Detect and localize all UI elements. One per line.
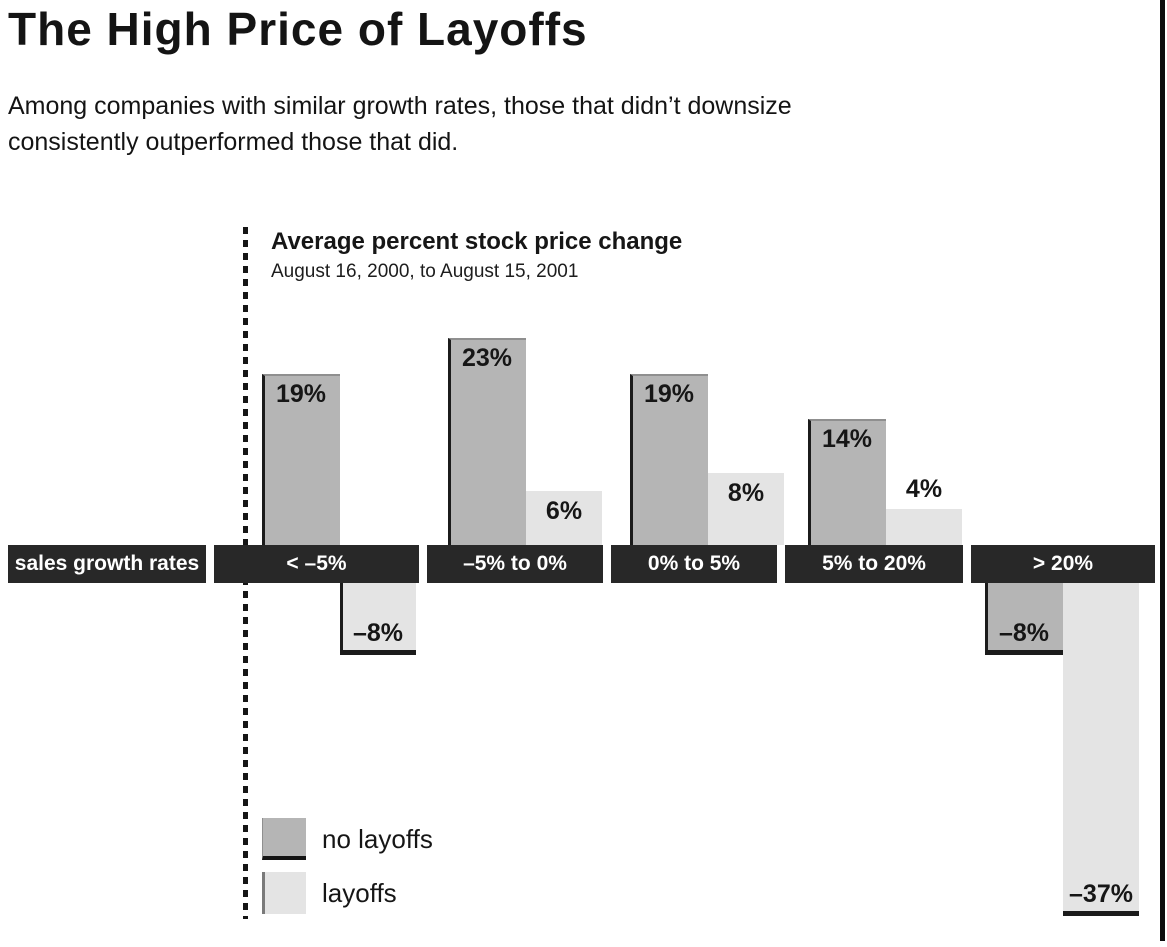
legend-swatch-no-layoffs xyxy=(262,818,306,860)
bar-value-label-no-layoffs-3: 14% xyxy=(821,425,873,453)
bar-value-label-layoffs-2: 8% xyxy=(727,479,765,507)
category-label--20-: > 20% xyxy=(971,545,1155,583)
bar-value-label-layoffs-4: –37% xyxy=(1069,880,1133,908)
bar-layoffs-3 xyxy=(886,509,962,545)
bar-layoffs-1 xyxy=(526,491,602,545)
chart-title: Average percent stock price change xyxy=(271,228,683,255)
bar-layoffs-2 xyxy=(708,473,784,545)
bar-value-label-layoffs-1: 6% xyxy=(545,497,583,525)
bar-value-label-no-layoffs-2: 19% xyxy=(643,380,695,408)
bar-value-label-layoffs-3: 4% xyxy=(905,475,943,503)
bar-value-label-no-layoffs-0: 19% xyxy=(275,380,327,408)
bar-layoffs-4 xyxy=(1063,583,1139,916)
frame-right-border xyxy=(1160,0,1165,941)
bar-no-layoffs-1 xyxy=(448,338,526,545)
bar-layoffs-0 xyxy=(340,583,416,655)
category-label--5-: < –5% xyxy=(214,545,419,583)
bar-no-layoffs-3 xyxy=(808,419,886,545)
category-label--5-to-0-: –5% to 0% xyxy=(427,545,603,583)
bar-no-layoffs-0 xyxy=(262,374,340,545)
legend-swatch-layoffs xyxy=(262,872,306,914)
bar-no-layoffs-2 xyxy=(630,374,708,545)
bar-value-label-no-layoffs-4: –8% xyxy=(998,619,1050,647)
category-label-5-to-20-: 5% to 20% xyxy=(785,545,963,583)
page-title: The High Price of Layoffs xyxy=(8,3,588,55)
bar-no-layoffs-4 xyxy=(985,583,1063,655)
page-subtitle: Among companies with similar growth rate… xyxy=(8,92,792,156)
chart-subtitle: August 16, 2000, to August 15, 2001 xyxy=(271,261,579,282)
bar-value-label-layoffs-0: –8% xyxy=(352,619,404,647)
category-label-0-to-5-: 0% to 5% xyxy=(611,545,777,583)
bar-value-label-no-layoffs-1: 23% xyxy=(461,344,513,372)
legend-label-layoffs: layoffs xyxy=(322,878,397,908)
axis-band-label: sales growth rates xyxy=(8,545,206,583)
legend-label-no-layoffs: no layoffs xyxy=(322,824,433,854)
